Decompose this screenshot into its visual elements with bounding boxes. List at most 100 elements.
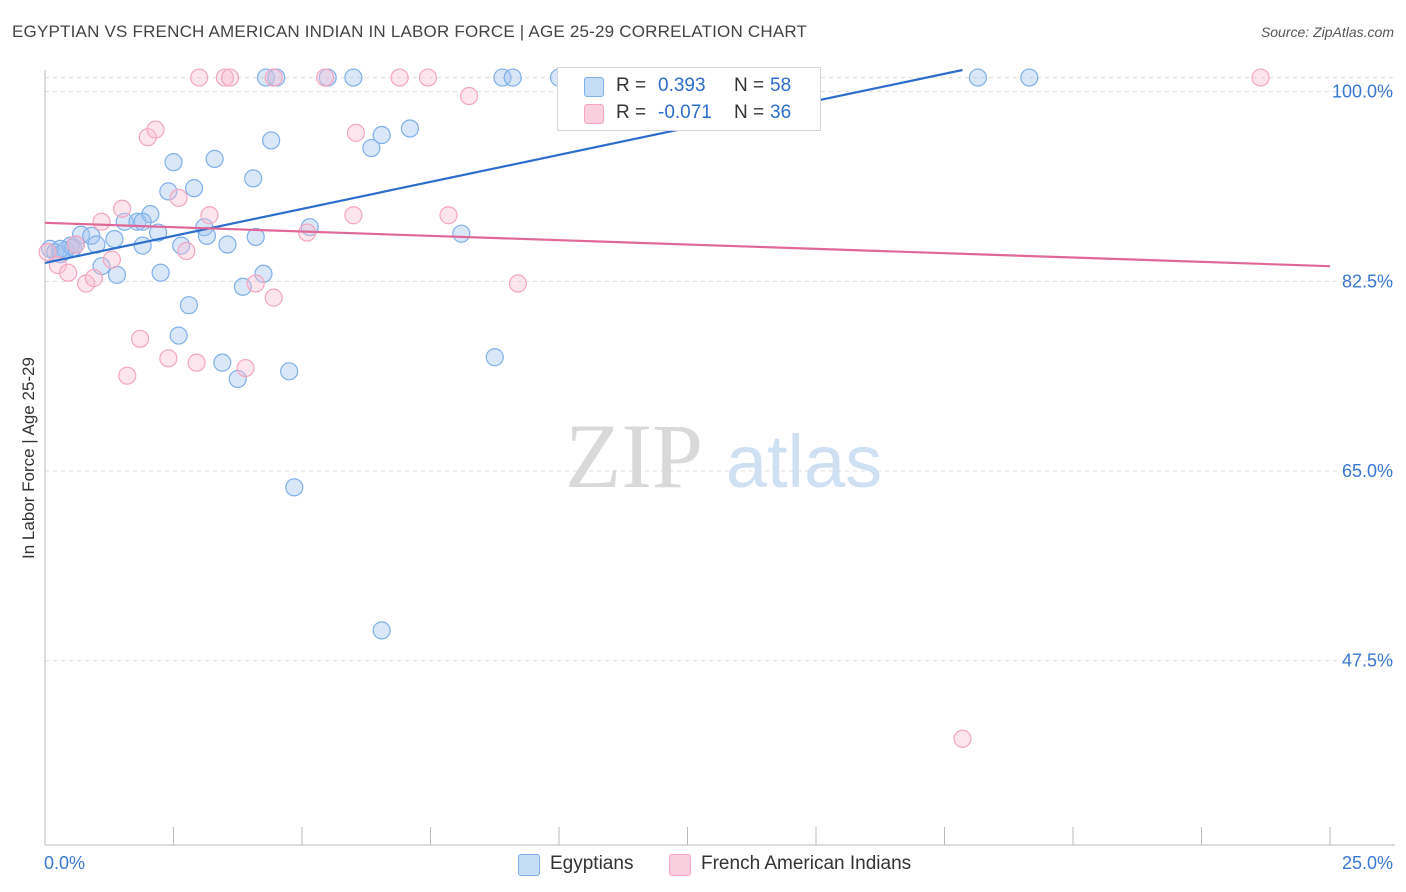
y-tick-label: 47.5% [1342,651,1393,671]
y-tick-label: 65.0% [1342,461,1393,481]
egyptians-point [244,169,263,188]
legend-r-label: R = [616,102,647,123]
egyptians-point [133,236,152,255]
egyptians-point [159,182,178,201]
series-name: Egyptians [550,853,634,874]
french-american-indians-point [390,68,409,87]
egyptians-point [107,265,127,284]
french-american-indians-point [190,68,209,87]
french-american-indians-point [264,288,283,307]
egyptians-point [151,263,170,282]
french-american-indians-point [215,68,234,87]
french-american-indians-point [346,123,366,142]
french-american-indians-point [236,358,255,378]
legend-r-label: R = [616,75,647,96]
legend-r-value: 0.393 [658,75,706,96]
french-american-indians-point [316,68,335,87]
french-american-indians-point [439,206,458,225]
french-american-indians-point [418,68,438,87]
axes [44,70,1395,846]
egyptians-point [372,125,391,145]
egyptians-point [205,149,224,168]
egyptians-point [485,348,504,367]
french-american-indians-point [130,329,150,348]
french-american-indians-point [187,353,206,372]
french-american-indians-point [1251,68,1270,87]
series-swatch-egyptians [518,854,540,876]
egyptians-point [82,226,101,245]
french-american-indians-point [200,206,219,225]
egyptians-point [452,224,471,243]
legend-n-value: 58 [770,75,792,96]
egyptians-point [141,205,160,224]
series-legend: Egyptians French American Indians [0,850,1406,880]
series-swatch-french-american-indians [669,854,691,876]
egyptians-point [213,353,232,372]
egyptians-point [172,236,191,255]
french-american-indians-point [38,242,57,262]
egyptians-point [148,223,168,242]
french-american-indians-point [112,199,132,218]
french-american-indians-point [138,128,157,147]
french-american-indians-point [246,274,265,293]
egyptians-point [105,229,124,249]
source-label: Source: ZipAtlas.com [1260,24,1394,40]
egyptians-point [285,478,304,497]
legend-swatch-french-american-indians [584,104,604,124]
x-tick-label: 0.0% [44,853,85,873]
legend-r-value: -0.071 [658,102,712,123]
y-tick-label: 100.0% [1332,82,1393,102]
correlation-legend: R = 0.393 N = 58 R = -0.071 N = 36 [557,67,821,131]
egyptians-point [256,68,276,87]
y-axis-label: In Labor Force | Age 25-29 [19,357,38,559]
french-american-indians-point [84,269,103,288]
french-american-indians-point [459,86,479,106]
egyptians-point [280,362,299,381]
legend-n-value: 36 [770,102,792,123]
legend-n-label: N = [734,75,765,96]
french-american-indians-point [508,274,527,293]
egyptians-point [372,621,391,640]
series-name: French American Indians [701,853,912,874]
legend-swatch-egyptians [584,77,604,97]
y-tick-label: 82.5% [1342,271,1393,291]
egyptians-point [262,131,281,150]
egyptians-point [218,235,237,254]
egyptians-trend-line [44,68,963,265]
watermark-atlas: atlas [726,420,882,503]
egyptians-point [254,264,273,283]
egyptians-point [503,68,522,87]
french-american-indians-point [953,729,972,748]
egyptians-point [968,68,988,87]
tick-labels: 47.5% 65.0% 82.5% 100.0% 0.0% 25.0% [44,82,1393,873]
egyptians-point [169,326,188,345]
french-american-indians-point [264,68,283,87]
egyptians-point [362,138,381,158]
egyptians-point [164,153,183,172]
egyptians-point [493,68,512,87]
egyptians-point [400,119,420,138]
french-american-indians-point [169,188,188,208]
french-american-indians-point [102,250,121,269]
egyptians-point [246,227,265,247]
french-american-indians-point [177,241,196,261]
french-american-indians-point [118,366,137,385]
egyptians-point [41,239,60,258]
egyptians-point [133,212,152,231]
legend-n-label: N = [734,102,765,123]
french-american-indians-point [92,212,111,231]
x-tick-label: 25.0% [1342,853,1393,873]
egyptians-point [344,68,363,87]
egyptians-point [1020,68,1039,87]
french-american-indians-trend-line [44,221,1331,268]
egyptians-point [184,179,204,198]
egyptians-point [179,296,199,315]
french-american-indians-point [66,235,85,254]
chart-title: EGYPTIAN VS FRENCH AMERICAN INDIAN IN LA… [12,22,808,41]
french-american-indians-point [344,206,363,225]
french-american-indians-point [146,120,165,139]
french-american-indians-point [59,263,78,282]
french-american-indians-point [159,349,178,368]
french-american-indians-point [220,68,240,87]
